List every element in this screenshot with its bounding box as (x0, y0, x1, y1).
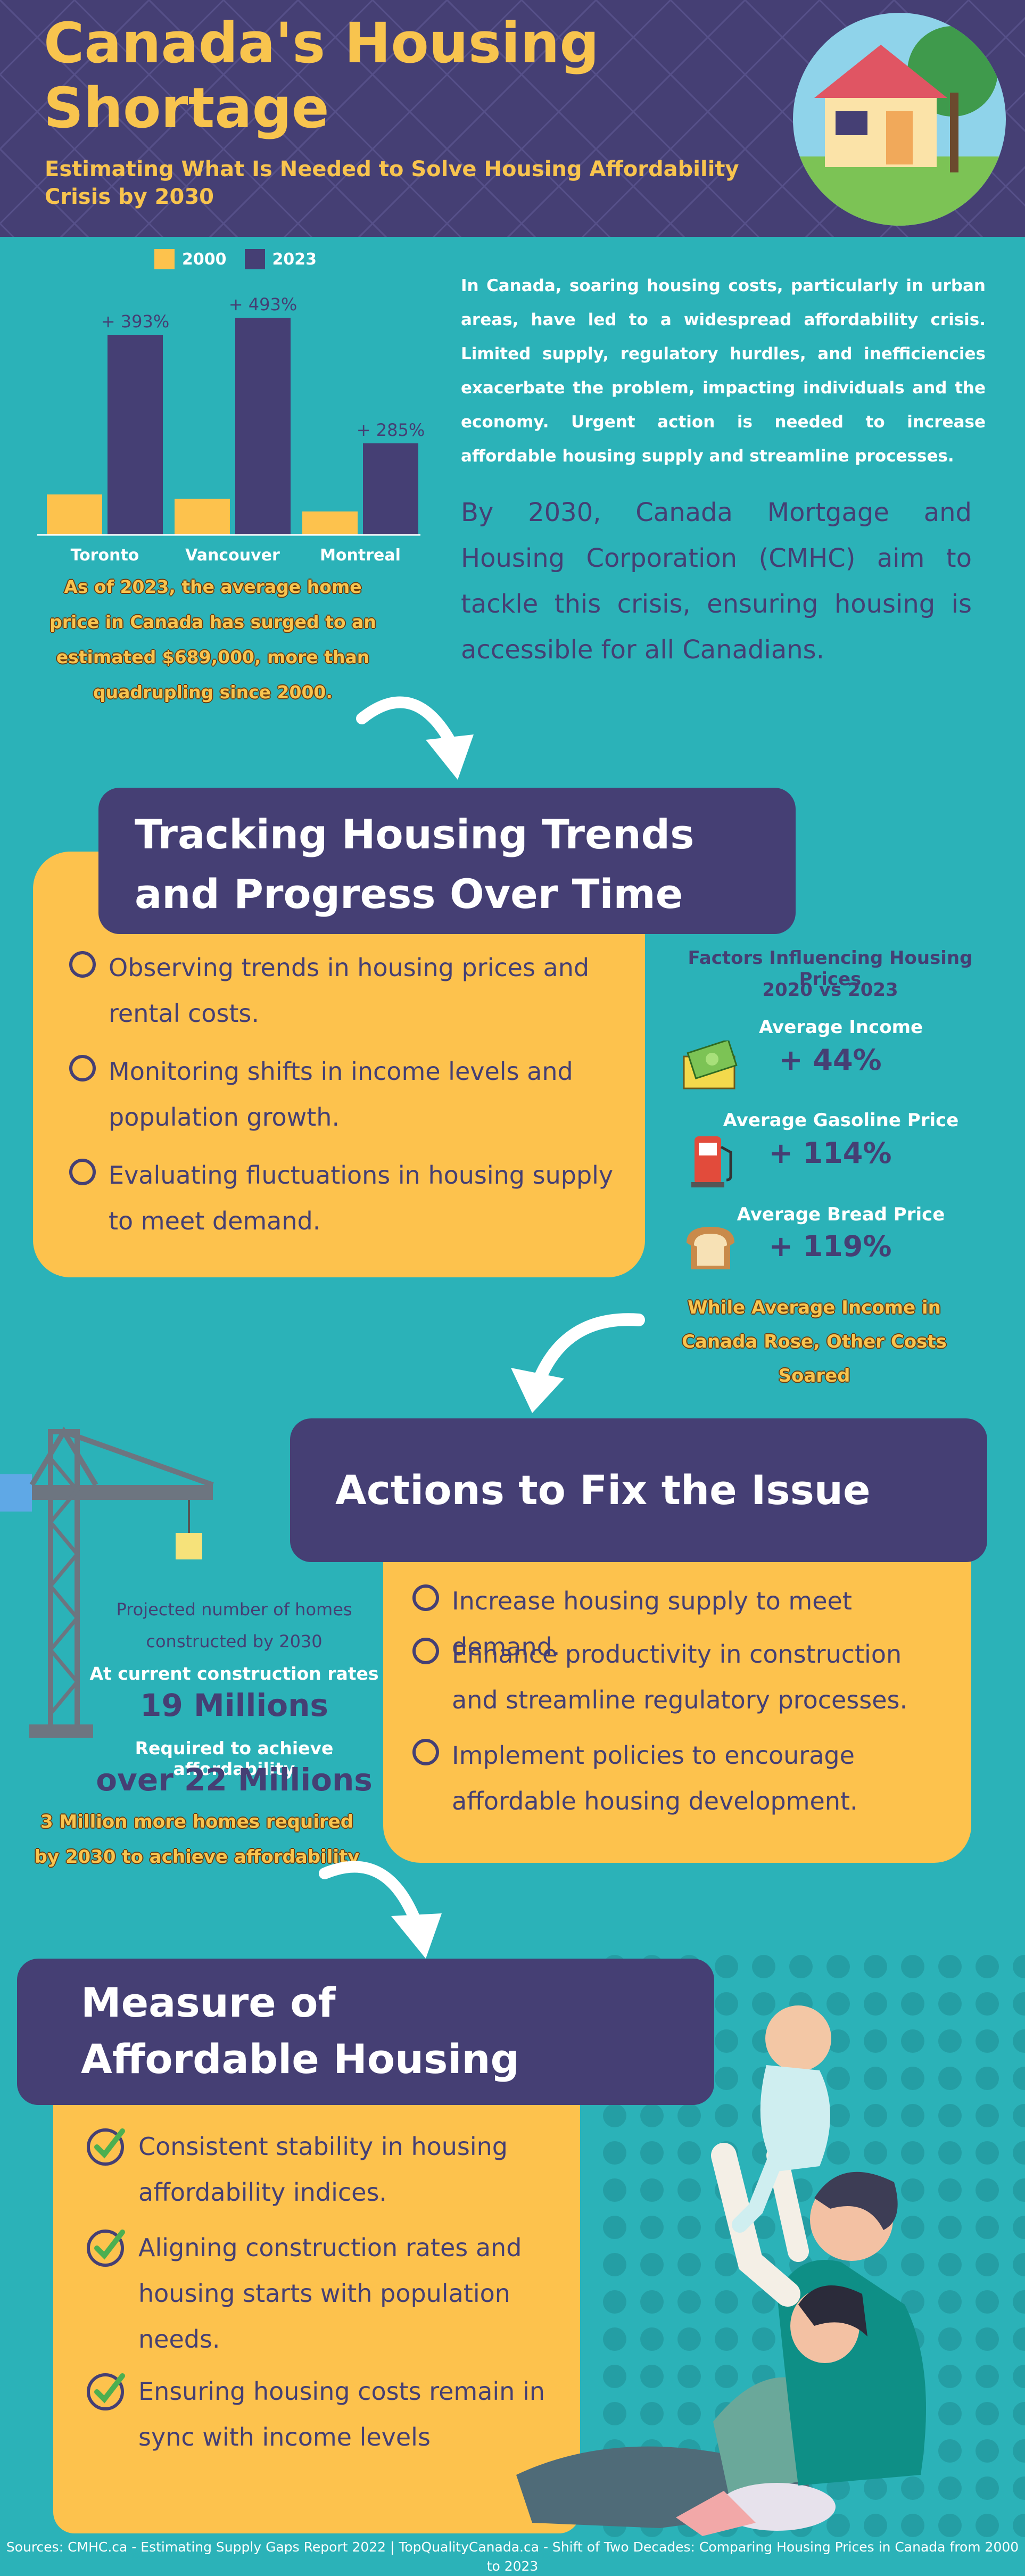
required-label: Required to achieve affordability (135, 1738, 334, 1779)
bar-montreal-2023 (363, 443, 418, 535)
circle-bullet-icon (412, 1584, 439, 1611)
chart-legend: 2000 2023 (154, 249, 317, 269)
intro-paragraph-2: By 2030, Canada Mortgage and Housing Cor… (461, 498, 972, 665)
title-line-1: Canada's Housing (44, 11, 599, 76)
measure-bullet-text: Consistent stability in housing affordab… (138, 2132, 508, 2207)
current-rate-label: At current construction rates (89, 1663, 379, 1684)
factor-value: + 119% (768, 1229, 892, 1263)
bar-data-label: + 285% (357, 420, 425, 440)
curved-arrow-icon (511, 1313, 645, 1413)
sources-footer: Sources: CMHC.ca - Estimating Supply Gap… (6, 2539, 1019, 2574)
actions-heading-box: Actions to Fix the Issue (290, 1418, 987, 1562)
tracking-heading-box: Tracking Housing Trends and Progress Ove… (98, 788, 796, 934)
tracking-bullet-text: Observing trends in housing prices and r… (109, 953, 590, 1028)
measure-bullets-panel (53, 2076, 580, 2533)
title-line-2: Shortage (44, 76, 329, 141)
actions-bullet-3: Implement policies to encourage affordab… (412, 1732, 955, 1824)
measure-heading-box: Measure of Affordable Housing (17, 1959, 714, 2105)
factor-label: Average Gasoline Price (723, 1110, 959, 1131)
category-tick-label: Vancouver (185, 546, 280, 565)
circle-bullet-icon (69, 951, 96, 978)
factor-value: + 44% (779, 1043, 882, 1077)
tracking-bullet-3: Evaluating fluctuations in housing suppl… (69, 1152, 623, 1244)
circle-bullet-icon (412, 1739, 439, 1765)
intro-paragraph-1: In Canada, soaring housing costs, partic… (461, 276, 986, 466)
bar-vancouver-2000 (175, 499, 230, 535)
projection-note: 3 Million more homes required by 2030 to… (34, 1811, 360, 1868)
money-icon (683, 1041, 738, 1089)
measure-bullet-1: Consistent stability in housing affordab… (85, 2124, 553, 2215)
tracking-bullet-2: Monitoring shifts in income levels and p… (69, 1048, 623, 1140)
measure-bullet-3: Ensuring housing costs remain in sync wi… (85, 2368, 553, 2460)
projection-line-1: Projected number of homes (116, 1599, 352, 1620)
measure-heading: Measure of Affordable Housing (81, 1979, 519, 2083)
bar-vancouver-2023 (235, 318, 291, 535)
family-illustration (516, 2005, 926, 2536)
circle-bullet-icon (412, 1638, 439, 1664)
bar-toronto-2023 (108, 335, 163, 535)
measure-bullet-text: Ensuring housing costs remain in sync wi… (138, 2377, 545, 2451)
actions-bullet-text: Increase housing supply to meet demand. (452, 1587, 852, 1661)
bar-toronto-2000 (47, 494, 102, 535)
circle-bullet-icon (69, 1159, 96, 1185)
factors-period: 2020 vs 2023 (762, 979, 898, 1001)
crane-illustration (0, 1426, 214, 1738)
legend-swatch-2023 (244, 249, 265, 269)
actions-bullets-panel (383, 1506, 971, 1863)
house-illustration (793, 13, 1006, 226)
page-subtitle: Estimating What Is Needed to Solve Housi… (45, 157, 739, 209)
check-icon (87, 2230, 125, 2267)
factors-title: Factors Influencing Housing Prices (688, 947, 973, 990)
legend-label-2023: 2023 (272, 250, 317, 269)
bar-data-label: + 493% (229, 294, 297, 315)
actions-bullet-text: Enhance productivity in construction and… (452, 1640, 908, 1714)
actions-bullet-2: Enhance productivity in construction and… (412, 1631, 955, 1723)
legend-swatch-2000 (154, 249, 175, 269)
projection-line-2: constructed by 2030 (146, 1631, 323, 1652)
tracking-heading: Tracking Housing Trends and Progress Ove… (135, 811, 695, 918)
price-chart: 2000 2023 + 393% Toronto + 493% Vancouver + … (37, 245, 431, 575)
category-tick-label: Toronto (71, 546, 139, 565)
measure-bullet-text: Aligning construction rates and housing … (138, 2233, 522, 2354)
tracking-bullet-1: Observing trends in housing prices and r… (69, 945, 623, 1036)
curved-arrow-icon (356, 696, 474, 780)
tracking-bullet-text: Evaluating fluctuations in housing suppl… (109, 1161, 614, 1235)
bar-montreal-2000 (302, 511, 358, 535)
curved-arrow-icon (319, 1861, 442, 1959)
check-icon (87, 2128, 125, 2166)
bar-chart-svg: + 393% Toronto + 493% Vancouver + 285% Montre… (37, 294, 425, 565)
circle-bullet-icon (69, 1055, 96, 1081)
factor-label: Average Income (758, 1017, 923, 1038)
check-icon (87, 2373, 125, 2410)
tracking-bullet-text: Monitoring shifts in income levels and p… (109, 1057, 573, 1132)
measure-bullet-2: Aligning construction rates and housing … (85, 2225, 553, 2362)
header-banner: Canada's Housing Shortage Estimating Wha… (0, 0, 1025, 237)
factor-label: Average Bread Price (737, 1204, 945, 1225)
factor-value: + 114% (768, 1136, 892, 1170)
category-tick-label: Montreal (320, 546, 401, 565)
chart-note: As of 2023, the average home price in Ca… (49, 576, 376, 703)
current-rate-value: 19 Millions (140, 1687, 328, 1723)
actions-bullet-1: Increase housing supply to meet demand. (412, 1578, 955, 1670)
actions-heading: Actions to Fix the Issue (335, 1466, 871, 1514)
page-title: Canada's Housing Shortage (44, 11, 599, 141)
gas-pump-icon (691, 1136, 732, 1187)
bar-data-label: + 393% (101, 311, 169, 332)
legend-label-2000: 2000 (182, 250, 227, 269)
required-value: over 22 Millions (96, 1762, 373, 1798)
factors-note: While Average Income in Canada Rose, Oth… (682, 1297, 947, 1386)
actions-bullet-text: Implement policies to encourage affordab… (452, 1741, 858, 1815)
bread-icon (687, 1227, 734, 1269)
